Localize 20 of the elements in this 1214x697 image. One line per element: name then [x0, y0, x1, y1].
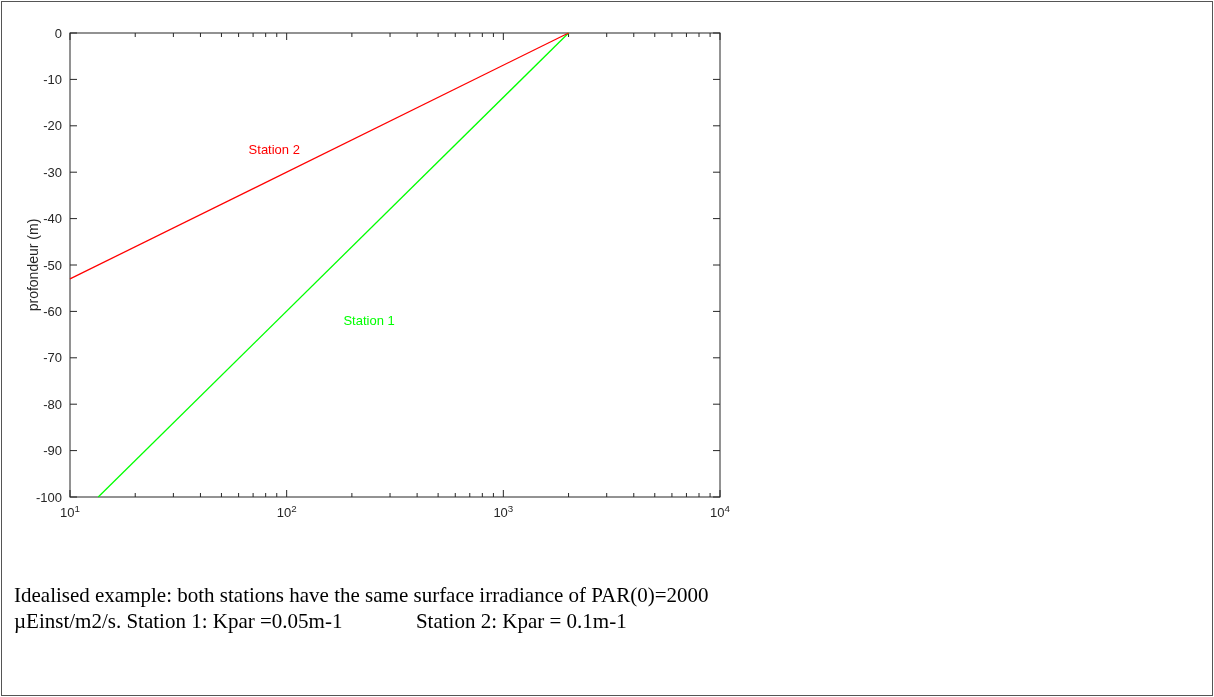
x-tick-label: 10$^{4}$ — [710, 502, 731, 520]
x-tick-label: 10$^{3}$ — [493, 502, 514, 520]
y-tick-label: -80 — [43, 396, 62, 412]
y-axis-title: profondeur (m) — [25, 218, 41, 312]
x-tick-label: 10$^{1}$ — [60, 502, 80, 520]
y-tick-label: -40 — [43, 211, 62, 227]
y-tick-label: -30 — [43, 164, 62, 180]
text: Idealised example: both stations have the same surface irradiance of PAR(0)=2000 — [14, 583, 709, 608]
series-label: Station 2 — [248, 141, 300, 157]
y-tick-label: -20 — [43, 118, 62, 134]
y-tick-label: -60 — [43, 303, 62, 319]
y-tick-label: -70 — [43, 350, 62, 366]
x-tick-label: 10$^{2}$ — [276, 502, 297, 520]
text: µEinst/m2/s. Station 1: Kpar =0.05m-1 Station 2: Kpar = 0.1m-1 — [14, 609, 627, 634]
text: Station 1 — [343, 313, 395, 328]
y-tick-label: -50 — [43, 257, 62, 273]
y-tick-label: 0 — [54, 25, 62, 41]
y-tick-label: -100 — [35, 489, 62, 505]
y-tick-label: -90 — [43, 443, 62, 459]
y-tick-label: -10 — [43, 71, 62, 87]
